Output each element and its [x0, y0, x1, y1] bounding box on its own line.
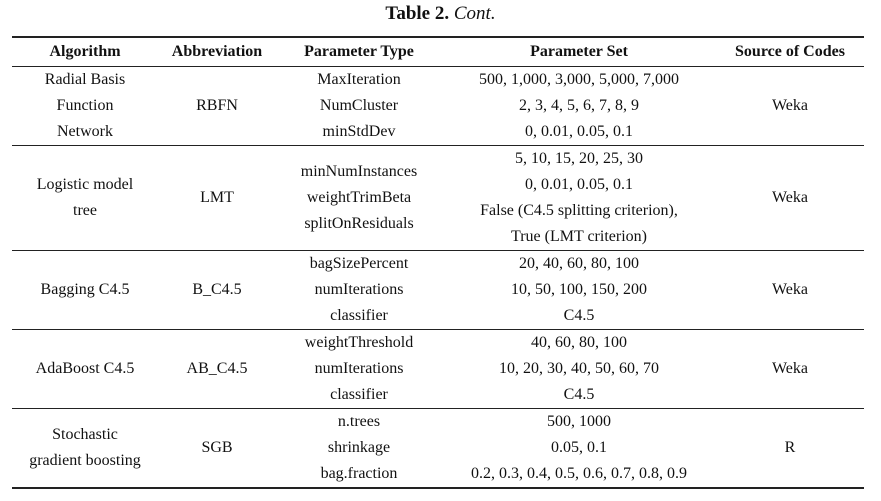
- algorithm-line: Logistic model: [36, 176, 134, 193]
- abbreviation-cell: LMT: [158, 145, 276, 251]
- header-parameter-set: Parameter Set: [442, 36, 716, 67]
- abbreviation-cell: SGB: [158, 408, 276, 489]
- parameter-set-cell: 20, 40, 60, 80, 100 10, 50, 100, 150, 20…: [442, 250, 716, 330]
- parameter-set: True (LMT criterion): [511, 228, 647, 245]
- parameter-set: 5, 10, 15, 20, 25, 30: [515, 150, 643, 167]
- parameter-set-cell: 500, 1,000, 3,000, 5,000, 7,000 2, 3, 4,…: [442, 66, 716, 146]
- parameter-set: 0.05, 0.1: [551, 439, 607, 456]
- parameter-type: numIterations: [314, 360, 404, 377]
- parameter-type: minStdDev: [322, 123, 396, 140]
- abbreviation-cell: RBFN: [158, 66, 276, 146]
- parameter-type: classifier: [330, 386, 388, 403]
- table-row: Bagging C4.5 B_C4.5 bagSizePercent numIt…: [12, 250, 864, 330]
- algorithm-cell: Logistic model tree: [12, 145, 158, 251]
- table-row: Radial Basis Function Network RBFN MaxIt…: [12, 66, 864, 146]
- parameter-type: weightThreshold: [304, 334, 414, 351]
- parameter-type-cell: weightThreshold numIterations classifier: [276, 329, 442, 409]
- algorithm-line: tree: [73, 202, 97, 219]
- parameter-set-cell: 5, 10, 15, 20, 25, 30 0, 0.01, 0.05, 0.1…: [442, 145, 716, 251]
- parameter-type: NumCluster: [319, 97, 399, 114]
- parameter-type: bagSizePercent: [309, 255, 409, 272]
- algorithm-cell: AdaBoost C4.5: [12, 329, 158, 409]
- algorithm-cell: Bagging C4.5: [12, 250, 158, 330]
- parameter-type: numIterations: [314, 281, 404, 298]
- header-algorithm: Algorithm: [12, 36, 158, 67]
- parameters-table: Algorithm Abbreviation Parameter Type Pa…: [12, 36, 864, 489]
- source-cell: Weka: [716, 66, 864, 146]
- algorithm-line: Radial Basis: [44, 71, 126, 88]
- table-caption-label: Table 2.: [385, 3, 450, 24]
- parameter-set: 10, 20, 30, 40, 50, 60, 70: [499, 360, 659, 377]
- source-cell: Weka: [716, 329, 864, 409]
- parameter-set: 0, 0.01, 0.05, 0.1: [525, 123, 633, 140]
- table-caption-continued: Cont.: [453, 3, 496, 24]
- source-cell: Weka: [716, 145, 864, 251]
- parameter-type: MaxIteration: [317, 71, 401, 88]
- abbreviation-cell: AB_C4.5: [158, 329, 276, 409]
- parameter-type: shrinkage: [327, 439, 391, 456]
- algorithm-line: gradient boosting: [29, 452, 141, 469]
- parameter-set: 500, 1,000, 3,000, 5,000, 7,000: [479, 71, 679, 88]
- parameter-type-cell: minNumInstances weightTrimBeta splitOnRe…: [276, 145, 442, 251]
- parameter-set-cell: 500, 1000 0.05, 0.1 0.2, 0.3, 0.4, 0.5, …: [442, 408, 716, 489]
- parameter-set: False (C4.5 splitting criterion),: [480, 202, 678, 219]
- parameter-set: C4.5: [563, 386, 595, 403]
- parameter-type: weightTrimBeta: [306, 189, 412, 206]
- parameter-set: 40, 60, 80, 100: [531, 334, 627, 351]
- parameter-set: 2, 3, 4, 5, 6, 7, 8, 9: [519, 97, 639, 114]
- abbreviation-cell: B_C4.5: [158, 250, 276, 330]
- table-row: Logistic model tree LMT minNumInstances …: [12, 145, 864, 251]
- parameter-type: minNumInstances: [300, 163, 418, 180]
- parameter-set: 0, 0.01, 0.05, 0.1: [525, 176, 633, 193]
- parameter-type: bag.fraction: [320, 465, 398, 482]
- header-source-of-codes: Source of Codes: [716, 36, 864, 67]
- parameter-type: n.trees: [337, 413, 381, 430]
- parameter-set: 500, 1000: [547, 413, 611, 430]
- parameter-type-cell: bagSizePercent numIterations classifier: [276, 250, 442, 330]
- table-row: AdaBoost C4.5 AB_C4.5 weightThreshold nu…: [12, 329, 864, 409]
- header-parameter-type: Parameter Type: [276, 36, 442, 67]
- parameter-set-cell: 40, 60, 80, 100 10, 20, 30, 40, 50, 60, …: [442, 329, 716, 409]
- parameter-set: 20, 40, 60, 80, 100: [519, 255, 639, 272]
- parameter-set: 10, 50, 100, 150, 200: [511, 281, 647, 298]
- algorithm-line: Network: [57, 123, 113, 140]
- algorithm-cell: Radial Basis Function Network: [12, 66, 158, 146]
- parameter-set: C4.5: [563, 307, 595, 324]
- parameter-type-cell: n.trees shrinkage bag.fraction: [276, 408, 442, 489]
- parameter-type: classifier: [330, 307, 388, 324]
- parameter-type: splitOnResiduals: [304, 215, 414, 232]
- table-row: Stochastic gradient boosting SGB n.trees…: [12, 408, 864, 489]
- parameter-set: 0.2, 0.3, 0.4, 0.5, 0.6, 0.7, 0.8, 0.9: [471, 465, 687, 482]
- table-caption: Table 2. Cont.: [0, 0, 881, 30]
- header-row: Algorithm Abbreviation Parameter Type Pa…: [12, 36, 864, 67]
- source-cell: Weka: [716, 250, 864, 330]
- header-abbreviation: Abbreviation: [158, 36, 276, 67]
- source-cell: R: [716, 408, 864, 489]
- parameter-type-cell: MaxIteration NumCluster minStdDev: [276, 66, 442, 146]
- algorithm-line: Stochastic: [52, 426, 118, 443]
- algorithm-cell: Stochastic gradient boosting: [12, 408, 158, 489]
- algorithm-line: Function: [56, 97, 114, 114]
